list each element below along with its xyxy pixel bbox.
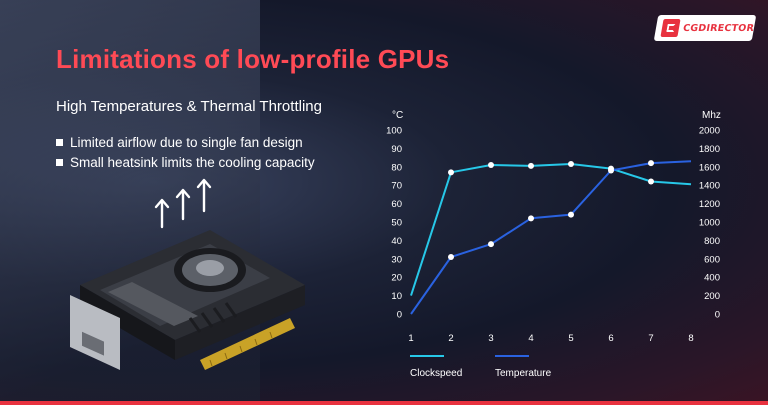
data-point-clockspeed <box>448 169 454 176</box>
square-bullet-icon <box>56 158 63 166</box>
legend-label: Clockspeed <box>410 368 462 379</box>
data-point-temperature <box>528 215 534 222</box>
left-axis-tick-label: 60 <box>391 199 402 210</box>
x-axis-tick-label: 6 <box>608 333 613 344</box>
left-axis-tick-label: 10 <box>391 291 402 302</box>
right-axis-tick-label: 600 <box>704 254 720 265</box>
left-axis-tick-label: 80 <box>391 162 402 173</box>
series-line-temperature <box>410 160 692 315</box>
right-axis-tick-label: 800 <box>704 236 720 247</box>
data-point-temperature <box>608 167 614 174</box>
left-axis-tick-label: 90 <box>391 144 402 155</box>
x-axis-tick-label: 5 <box>568 333 573 344</box>
x-axis-tick-label: 4 <box>528 333 533 344</box>
right-axis-tick-label: 1800 <box>699 144 720 155</box>
left-axis-tick-label: 50 <box>391 218 402 229</box>
right-axis-tick-label: 400 <box>704 273 720 284</box>
data-point-temperature <box>448 253 454 260</box>
right-axis-tick-label: 200 <box>704 291 720 302</box>
data-point-temperature <box>568 211 574 218</box>
page-title: Limitations of low-profile GPUs <box>56 44 450 74</box>
graphics-card-illustration <box>70 230 305 370</box>
up-arrow-icon <box>175 188 191 221</box>
right-axis-tick-label: 1400 <box>699 181 720 192</box>
left-axis-tick-label: 30 <box>391 254 402 265</box>
bullet-item: Small heatsink limits the cooling capaci… <box>56 152 315 172</box>
square-bullet-icon <box>56 138 63 146</box>
x-axis-tick-label: 3 <box>488 333 493 344</box>
bullet-text: Limited airflow due to single fan design <box>70 134 303 150</box>
right-axis-tick-label: 1000 <box>699 218 720 229</box>
bullet-list: Limited airflow due to single fan design… <box>56 132 315 172</box>
gpu-chart: 0 10 20 30 40 50 60 70 80 90 100 0 200 400 600 800 1000… <box>386 110 721 379</box>
left-axis-tick-label: 40 <box>391 236 402 247</box>
left-axis-tick-label: 20 <box>391 273 402 284</box>
logo-mark-icon <box>660 19 681 37</box>
data-point-temperature <box>488 241 494 248</box>
bottom-accent-strip <box>0 401 768 405</box>
data-point-clockspeed <box>648 178 654 185</box>
subtitle: High Temperatures & Thermal Throttling <box>56 98 322 115</box>
heat-arrows <box>154 178 212 229</box>
right-axis-tick-label: 0 <box>715 310 720 321</box>
data-point-temperature <box>648 160 654 167</box>
data-point-clockspeed <box>568 161 574 168</box>
right-axis-tick-label: 1200 <box>699 199 720 210</box>
right-axis-tick-label: 1600 <box>699 162 720 173</box>
logo-text: CGDIRECTOR <box>682 22 755 34</box>
data-point-clockspeed <box>528 162 534 169</box>
up-arrow-icon <box>196 178 212 213</box>
x-axis-tick-label: 1 <box>408 333 413 344</box>
up-arrow-icon <box>154 198 170 229</box>
left-axis-tick-label: 0 <box>397 310 402 321</box>
series-line-clockspeed <box>410 163 692 296</box>
left-axis-tick-label: 70 <box>391 181 402 192</box>
legend-label: Temperature <box>495 368 552 379</box>
cgdirector-logo: CGDIRECTOR <box>653 15 757 41</box>
x-axis-tick-label: 8 <box>688 333 693 344</box>
bullet-text: Small heatsink limits the cooling capaci… <box>70 154 315 170</box>
left-axis-unit-label: °C <box>392 110 403 121</box>
bullet-item: Limited airflow due to single fan design <box>56 132 315 152</box>
x-axis-tick-label: 7 <box>648 333 653 344</box>
right-axis-unit-label: Mhz <box>702 110 721 121</box>
left-axis-tick-label: 100 <box>386 126 402 137</box>
right-axis-tick-label: 2000 <box>699 126 720 137</box>
x-axis-tick-label: 2 <box>448 333 453 344</box>
data-point-clockspeed <box>488 161 494 168</box>
